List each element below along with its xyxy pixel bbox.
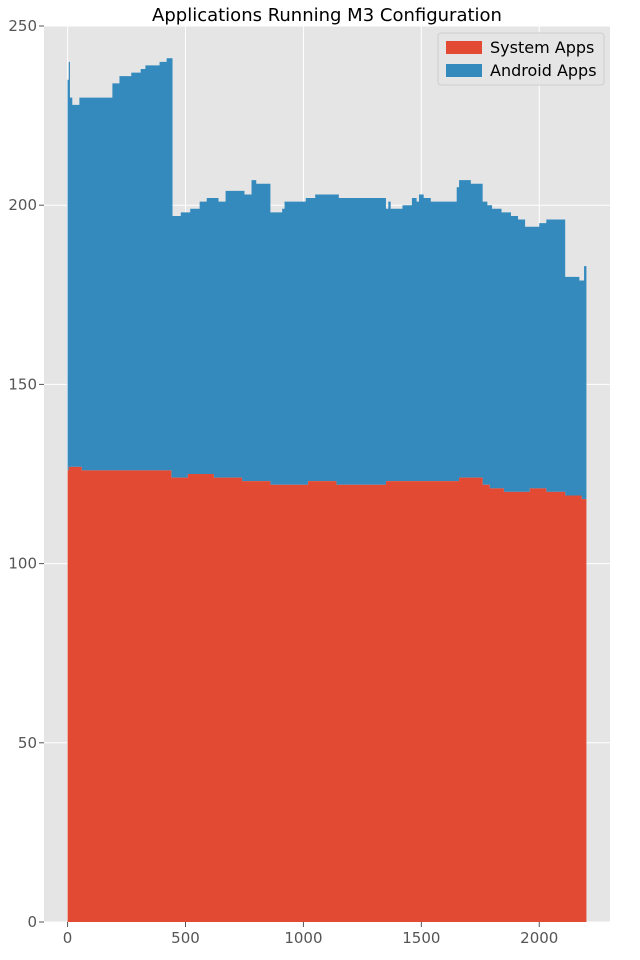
x-tick-label: 500	[171, 929, 200, 947]
y-tick-label: 200	[8, 196, 37, 214]
x-tick-label: 0	[63, 929, 73, 947]
y-axis-ticks: 0 50 100 150 200 250	[8, 17, 44, 931]
legend-swatch	[446, 41, 482, 54]
y-tick-label: 150	[8, 375, 37, 393]
y-tick-label: 100	[8, 555, 37, 573]
x-tick-label: 1500	[402, 929, 440, 947]
stacked-areas	[67, 58, 587, 922]
legend-label: Android Apps	[490, 61, 597, 80]
legend: System Apps Android Apps	[437, 32, 605, 86]
x-tick-label: 2000	[520, 929, 558, 947]
legend-label: System Apps	[490, 38, 594, 57]
legend-swatch	[446, 64, 482, 77]
y-tick-label: 50	[18, 734, 37, 752]
x-axis-ticks: 0 500 1000 1500 2000	[63, 922, 558, 947]
x-tick-label: 1000	[284, 929, 322, 947]
chart-title: Applications Running M3 Configuration	[152, 5, 502, 26]
y-tick-label: 0	[27, 913, 37, 931]
y-tick-label: 250	[8, 17, 37, 35]
area-android-apps	[67, 58, 587, 500]
area-system-apps	[67, 466, 587, 922]
